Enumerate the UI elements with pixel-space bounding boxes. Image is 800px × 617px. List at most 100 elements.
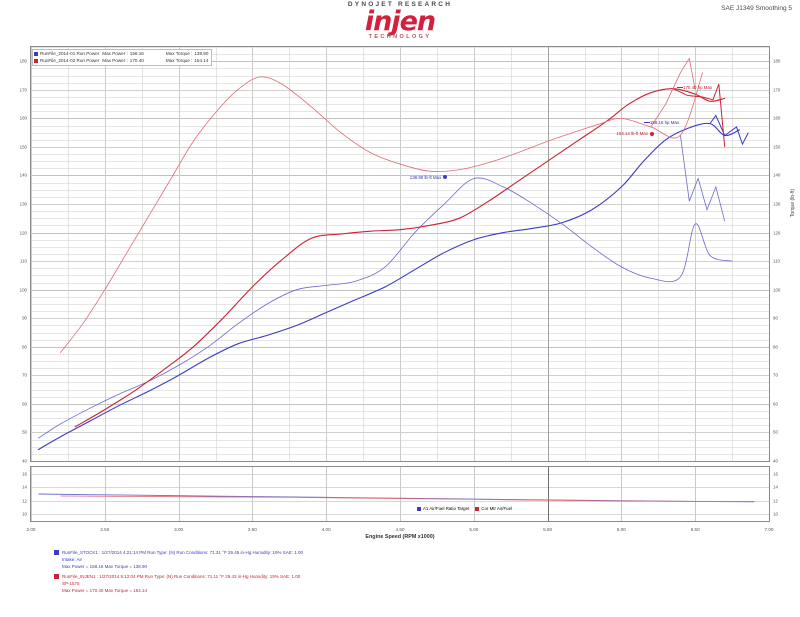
max-value-annotation[interactable]: 158.16 hp Max: [643, 119, 680, 125]
afr-gridline-vertical: [621, 467, 623, 521]
afr-trace: [38, 493, 755, 503]
afr-curves-svg: [38, 493, 755, 503]
curve-tail: [672, 83, 726, 147]
run-conditions: RunFile_INJEN1 : 1/27/2014 5:12:04 PM Ru…: [62, 574, 301, 579]
gridline-vertical-minor: [510, 47, 512, 461]
y-axis-tick-label: 60: [22, 401, 27, 407]
x-axis-tick-label: 7.00: [764, 527, 774, 532]
y-axis-tick-label-right: 110: [773, 258, 780, 264]
curve-power: [74, 88, 726, 428]
afr-gridline-vertical: [252, 467, 254, 521]
gridline-vertical-minor: [363, 47, 365, 461]
gridline-vertical-minor: [695, 47, 697, 461]
y-axis-right-title: Torque (lb-ft): [790, 188, 797, 218]
legend-series-name: RunFile_2014-02 Run Power: [40, 57, 100, 63]
afr-gridline-vertical: [695, 467, 697, 521]
gridline-vertical-minor: [658, 47, 660, 461]
gridline-vertical-minor: [400, 47, 401, 461]
y-axis-tick-label: 120: [19, 230, 27, 236]
afr-y-axis-left: 16 14 12 10: [0, 466, 29, 522]
sae-standard-label: SAE J1349 Smoothing 5: [721, 5, 792, 12]
run-intake: SP-1575: [62, 581, 80, 586]
x-axis-tick-label: 6.50: [690, 527, 700, 532]
afr-tick-label: 16: [773, 471, 778, 477]
afr-gridline-vertical: [400, 467, 401, 521]
y-axis-tick-label-right: 140: [773, 172, 781, 178]
x-axis-tick-label: 6.00: [616, 527, 626, 532]
run-intake: Intake: Air: [62, 557, 83, 562]
x-axis-tick-label: 2.00: [26, 527, 36, 532]
afr-gridline-vertical: [326, 467, 328, 521]
main-plot-frame[interactable]: 154.14 lb-ft Max 170.40 hp Max 138.90 lb-f…: [30, 46, 770, 462]
afr-tick-label: 10: [773, 511, 778, 517]
afr-tick-label: 16: [22, 471, 27, 477]
x-axis: 2.00 2.50 3.00 3.50 4.00 4.50 5.00 5.50 6.00 6.50…: [26, 523, 774, 537]
afr-tick-label: 14: [773, 484, 778, 490]
annotation-label: 138.90 lb-ft Max: [409, 174, 442, 180]
y-axis-tick-label: 80: [22, 344, 27, 350]
afr-tick-label: 12: [773, 498, 778, 504]
curve-power: [37, 122, 741, 451]
series-legend: RunFile_2014-01 Run Power Max Power : 15…: [32, 49, 213, 66]
y-axis-tick-label-right: 170: [773, 87, 781, 93]
y-axis-tick-label-right: 90: [773, 315, 778, 321]
x-axis-tick-label: 5.50: [543, 527, 553, 532]
legend-torque-label: Max Torque :: [165, 51, 193, 56]
afr-trace: [60, 495, 755, 502]
gridline-vertical-minor: [67, 47, 69, 461]
max-marker-line-icon: [677, 86, 684, 88]
x-axis-tick-label: 3.50: [247, 527, 257, 532]
legend-power-value: 170.40: [129, 57, 144, 63]
gridline-vertical-minor: [31, 47, 32, 461]
x-axis-tick-label: 2.50: [100, 527, 110, 532]
dyno-curves-svg: [37, 57, 749, 451]
dynojet-research-label: DYNOJET RESEARCH: [347, 1, 453, 8]
afr-legend: A1 Air/Fuel Ratio Target Cor Mtr Air/Fue…: [415, 506, 512, 511]
x-axis-tick-label: 5.00: [469, 527, 479, 532]
y-axis-tick-label: 150: [19, 144, 27, 150]
afr-tick-label: 12: [22, 498, 27, 504]
injen-technology-label: TECHNOLOGY: [368, 34, 432, 40]
legend-power-label: Max Power :: [102, 57, 128, 63]
legend-row: RunFile_2014-02 Run Power Max Power : 17…: [34, 58, 208, 65]
afr-gridline-vertical: [769, 467, 770, 521]
y-axis-tick-label: 90: [22, 315, 27, 321]
y-axis-tick-label: 180: [19, 58, 27, 64]
curve-torque: [37, 177, 733, 439]
y-axis-tick-label-right: 160: [773, 115, 781, 121]
afr-target-swatch-icon: [417, 506, 421, 511]
gridline-vertical-minor: [289, 47, 291, 461]
gridline-vertical-minor: [104, 47, 106, 461]
run-maxvalues: Max Power = 158.16 Max Torque = 138.90: [62, 564, 147, 569]
afr-panel[interactable]: [30, 466, 770, 522]
max-value-annotation[interactable]: 138.90 lb-ft Max: [410, 175, 449, 180]
annotation-label: 158.16 hp Max: [649, 119, 680, 125]
run-maxvalues: Max Power = 170.40 Max Torque = 154.14: [62, 588, 147, 593]
afr-actual-label: Cor Mtr Air/Fuel: [481, 506, 513, 511]
y-axis-tick-label-right: 150: [773, 144, 781, 150]
y-axis-tick-label: 140: [19, 172, 27, 178]
legend-series-name: RunFile_2014-01 Run Power: [40, 51, 100, 56]
legend-torque-value: 154.14: [194, 57, 209, 63]
y-axis-tick-label: 170: [19, 87, 27, 93]
run-entry: RunFile_STOCK1 : 1/27/2014 4:21:14 PM Ru…: [54, 549, 754, 570]
afr-legend-item: Cor Mtr Air/Fuel: [473, 506, 512, 511]
y-axis-tick-label: 160: [19, 115, 27, 121]
max-value-annotation[interactable]: 170.40 hp Max: [677, 85, 712, 90]
injen-wordmark: injen: [364, 6, 436, 37]
legend-torque-label: Max Torque :: [165, 57, 193, 63]
gridline-vertical-minor: [436, 47, 438, 461]
curve-torque: [60, 72, 703, 353]
injen-logo: DYNOJET RESEARCH injen TECHNOLOGY: [300, 1, 500, 41]
y-axis-tick-label: 130: [19, 201, 27, 207]
x-axis-tick-label: 3.00: [174, 527, 184, 532]
max-value-annotation[interactable]: 154.14 lb-ft Max: [616, 131, 655, 136]
run-conditions: RunFile_STOCK1 : 1/27/2014 4:21:14 PM Ru…: [62, 550, 304, 555]
y-axis-tick-label-right: 70: [773, 372, 778, 378]
y-axis-tick-label-right: 60: [773, 401, 778, 407]
y-axis-tick-label-right: 120: [773, 230, 781, 236]
y-axis-tick-label-right: 80: [773, 344, 778, 350]
x-axis-tick-label: 4.50: [395, 527, 405, 532]
gridline-vertical-minor: [621, 47, 623, 461]
curve-tail: [650, 57, 696, 128]
